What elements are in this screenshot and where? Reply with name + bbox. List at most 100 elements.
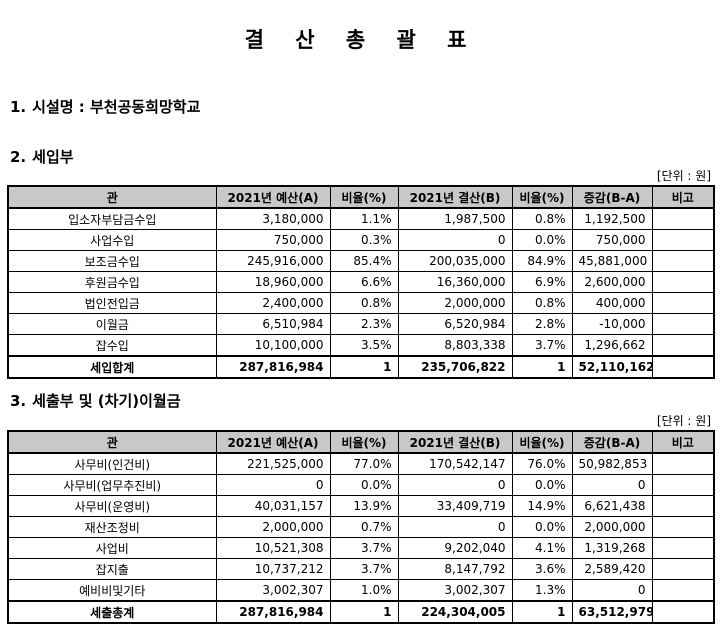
table-cell: 1 bbox=[511, 600, 573, 624]
income-header-row: 관 2021년 예산(A) 비율(%) 2021년 결산(B) 비율(%) 증감(B-A)… bbox=[7, 185, 715, 209]
table-cell: 2,000,000 bbox=[397, 292, 513, 314]
income-number: 2. bbox=[10, 148, 27, 166]
column-header: 관 bbox=[7, 430, 217, 454]
table-row: 보조금수입 245,916,000 85.4% 200,035,000 84.9% 45,… bbox=[7, 250, 715, 272]
row-label-cell: 사업비 bbox=[7, 537, 217, 559]
table-cell: 18,960,000 bbox=[215, 271, 331, 293]
table-cell: 13.9% bbox=[329, 495, 399, 517]
expense-table: 관 2021년 예산(A) 비율(%) 2021년 결산(B) 비율(%) 증감(B-A)… bbox=[7, 430, 715, 624]
facility-number: 1. bbox=[10, 98, 27, 116]
table-cell: 2,600,000 bbox=[571, 271, 653, 293]
table-cell bbox=[651, 516, 715, 538]
table-row: 잡지출 10,737,212 3.7% 8,147,792 3.6% 2,589,420 bbox=[7, 558, 715, 580]
table-cell: 235,706,822 bbox=[397, 355, 513, 379]
table-cell: 221,525,000 bbox=[215, 452, 331, 475]
table-cell: 76.0% bbox=[511, 452, 573, 475]
facility-label: 시설명 : 부천공동희망학교 bbox=[32, 98, 201, 116]
table-cell bbox=[651, 579, 715, 602]
table-cell: 2,000,000 bbox=[215, 516, 331, 538]
table-cell: 1,987,500 bbox=[397, 207, 513, 230]
table-row: 이월금 6,510,984 2.3% 6,520,984 2.8% -10,000 bbox=[7, 313, 715, 335]
page-title: 결 산 총 괄 표 bbox=[244, 28, 479, 52]
row-label-cell: 재산조정비 bbox=[7, 516, 217, 538]
row-label-cell: 이월금 bbox=[7, 313, 217, 335]
row-label-cell: 사무비(인건비) bbox=[7, 452, 217, 475]
table-cell: -10,000 bbox=[571, 313, 653, 335]
table-cell bbox=[651, 474, 715, 496]
table-cell: 1,192,500 bbox=[571, 207, 653, 230]
column-header: 증감(B-A) bbox=[571, 430, 653, 454]
column-header: 2021년 결산(B) bbox=[397, 185, 513, 209]
table-row: 사무비(인건비) 221,525,000 77.0% 170,542,147 76.0%… bbox=[7, 452, 715, 475]
table-cell: 50,982,853 bbox=[571, 452, 653, 475]
table-cell bbox=[651, 271, 715, 293]
table-cell: 10,100,000 bbox=[215, 334, 331, 357]
table-cell: 0.0% bbox=[511, 229, 573, 251]
column-header: 비고 bbox=[651, 430, 715, 454]
table-cell bbox=[651, 334, 715, 357]
table-cell: 0.7% bbox=[329, 516, 399, 538]
table-cell: 85.4% bbox=[329, 250, 399, 272]
table-cell: 6.9% bbox=[511, 271, 573, 293]
table-cell: 3.6% bbox=[511, 558, 573, 580]
table-cell: 3.7% bbox=[329, 558, 399, 580]
row-label-cell: 법인전입금 bbox=[7, 292, 217, 314]
table-cell bbox=[651, 207, 715, 230]
column-header: 증감(B-A) bbox=[571, 185, 653, 209]
table-cell: 0.0% bbox=[329, 474, 399, 496]
table-cell: 3,180,000 bbox=[215, 207, 331, 230]
column-header: 비율(%) bbox=[329, 430, 399, 454]
table-cell: 52,110,162 bbox=[571, 355, 653, 379]
table-row: 재산조정비 2,000,000 0.7% 0 0.0% 2,000,000 bbox=[7, 516, 715, 538]
income-heading-label: 세입부 bbox=[32, 148, 74, 166]
table-row: 잡수입 10,100,000 3.5% 8,803,338 3.7% 1,296,662 bbox=[7, 334, 715, 357]
expense-number: 3. bbox=[10, 392, 27, 410]
table-cell: 0 bbox=[571, 579, 653, 602]
table-cell bbox=[651, 250, 715, 272]
row-label-cell: 보조금수입 bbox=[7, 250, 217, 272]
table-cell: 245,916,000 bbox=[215, 250, 331, 272]
table-cell: 2,400,000 bbox=[215, 292, 331, 314]
table-cell bbox=[651, 558, 715, 580]
table-cell bbox=[651, 229, 715, 251]
row-label-cell: 사업수입 bbox=[7, 229, 217, 251]
table-cell: 0.8% bbox=[329, 292, 399, 314]
table-row: 법인전입금 2,400,000 0.8% 2,000,000 0.8% 400,000 bbox=[7, 292, 715, 314]
table-row: 입소자부담금수입 3,180,000 1.1% 1,987,500 0.8% 1,192,… bbox=[7, 207, 715, 230]
table-cell: 33,409,719 bbox=[397, 495, 513, 517]
table-cell: 77.0% bbox=[329, 452, 399, 475]
table-cell: 1 bbox=[329, 355, 399, 379]
table-cell: 3,002,307 bbox=[397, 579, 513, 602]
table-cell bbox=[651, 452, 715, 475]
table-cell bbox=[651, 495, 715, 517]
column-header: 비고 bbox=[651, 185, 715, 209]
table-cell: 0 bbox=[397, 229, 513, 251]
table-cell: 6,510,984 bbox=[215, 313, 331, 335]
table-cell: 287,816,984 bbox=[215, 600, 331, 624]
table-cell bbox=[651, 292, 715, 314]
table-cell: 3,002,307 bbox=[215, 579, 331, 602]
table-cell: 1 bbox=[329, 600, 399, 624]
row-label-cell: 후원금수입 bbox=[7, 271, 217, 293]
table-cell: 0 bbox=[215, 474, 331, 496]
table-cell: 750,000 bbox=[215, 229, 331, 251]
table-cell: 3.7% bbox=[329, 537, 399, 559]
table-cell: 400,000 bbox=[571, 292, 653, 314]
table-cell: 1,319,268 bbox=[571, 537, 653, 559]
table-cell: 4.1% bbox=[511, 537, 573, 559]
table-cell: 2.3% bbox=[329, 313, 399, 335]
income-heading: 2. 세입부 bbox=[10, 146, 74, 167]
table-cell: 1.3% bbox=[511, 579, 573, 602]
column-header: 비율(%) bbox=[511, 185, 573, 209]
table-cell: 3.5% bbox=[329, 334, 399, 357]
column-header: 2021년 예산(A) bbox=[215, 185, 331, 209]
table-cell: 200,035,000 bbox=[397, 250, 513, 272]
table-cell: 16,360,000 bbox=[397, 271, 513, 293]
expense-heading-label: 세출부 및 (차기)이월금 bbox=[32, 392, 181, 410]
column-header: 2021년 결산(B) bbox=[397, 430, 513, 454]
table-cell: 0.0% bbox=[511, 516, 573, 538]
table-cell: 0.0% bbox=[511, 474, 573, 496]
table-cell: 0 bbox=[571, 474, 653, 496]
expense-unit-label: [단위 : 원] bbox=[656, 414, 711, 428]
table-cell: 8,147,792 bbox=[397, 558, 513, 580]
